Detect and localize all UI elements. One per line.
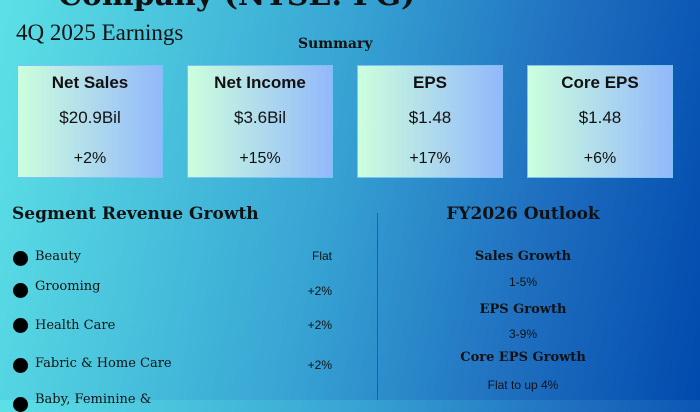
segment-label: Beauty — [35, 249, 81, 264]
outlook-value: 3-9% — [508, 327, 537, 341]
card-value: $3.6Bil — [234, 108, 286, 127]
divider — [377, 213, 378, 400]
outlook-heading: FY2026 Outlook — [446, 204, 600, 224]
company-title: Company (NYSE: PG) — [58, 0, 415, 13]
card-net-income: Net Income $3.6Bil +15% — [187, 65, 333, 178]
card-value: $1.48 — [578, 108, 622, 127]
segment-value: +2% — [307, 358, 332, 372]
card-core-eps: Core EPS $1.48 +6% — [527, 65, 673, 178]
bullet-icon — [13, 397, 28, 412]
card-change: +6% — [583, 150, 617, 167]
segment-heading: Segment Revenue Growth — [12, 204, 259, 224]
outlook-value: Flat to up 4% — [487, 378, 559, 392]
card-change: +2% — [73, 150, 107, 167]
segment-value: +2% — [307, 318, 332, 332]
card-change: +17% — [409, 150, 451, 167]
earnings-subtitle: 4Q 2025 Earnings — [16, 20, 184, 45]
card-net-sales: Net Sales $20.9Bil +2% — [17, 65, 163, 178]
bullet-icon — [13, 358, 28, 373]
bullet-icon — [13, 283, 28, 298]
card-value: $20.9Bil — [59, 108, 121, 127]
card-value: $1.48 — [408, 108, 452, 127]
outlook-value: 1-5% — [508, 275, 537, 289]
card-title: Core EPS — [561, 73, 639, 92]
segment-label: Fabric & Home Care — [35, 356, 172, 371]
segment-value: Flat — [311, 249, 332, 263]
segment-value: +2% — [307, 284, 332, 298]
outlook-label: EPS Growth — [479, 302, 567, 317]
card-change: +15% — [239, 150, 281, 167]
card-title: Net Income — [214, 73, 306, 92]
card-eps: EPS $1.48 +17% — [357, 65, 503, 178]
card-title: EPS — [412, 73, 448, 92]
outlook-label: Core EPS Growth — [460, 350, 586, 365]
summary-heading: Summary — [298, 36, 373, 52]
card-title: Net Sales — [51, 73, 129, 92]
bullet-icon — [13, 318, 28, 333]
outlook-label: Sales Growth — [474, 249, 572, 264]
segment-label: Health Care — [35, 318, 116, 333]
segment-label: Grooming — [35, 279, 101, 294]
bullet-icon — [13, 251, 28, 266]
